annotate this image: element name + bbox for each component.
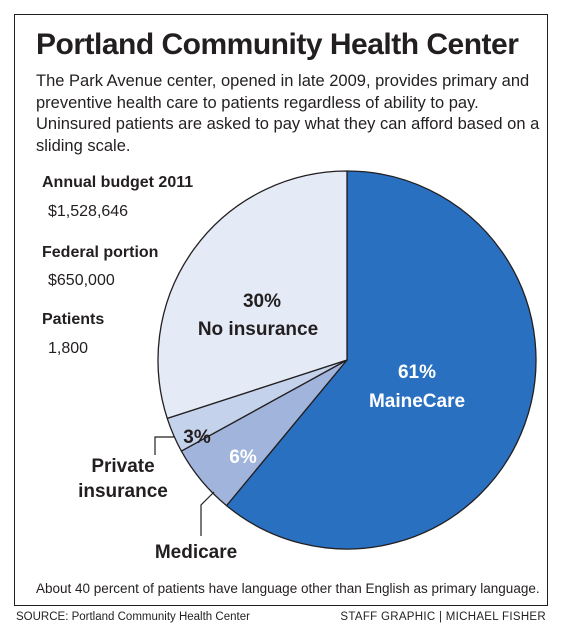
source-line: SOURCE: Portland Community Health Center	[16, 611, 250, 623]
slice-label-mainecare-pct: 61%	[398, 362, 436, 383]
stat-budget-label: Annual budget 2011	[42, 174, 194, 191]
pie-slice-no-insurance	[157, 170, 348, 420]
stat-federal-value: $650,000	[48, 272, 115, 289]
footnote: About 40 percent of patients have langua…	[36, 581, 540, 596]
graphic-frame	[14, 14, 548, 606]
leader-line-medicare	[200, 491, 215, 536]
intro-text: The Park Avenue center, opened in late 2…	[36, 72, 540, 155]
slice-label-noinsurance-name: No insurance	[198, 319, 318, 340]
slice-label-mainecare-name: MaineCare	[369, 391, 465, 412]
chart-title: Portland Community Health Center	[36, 28, 519, 61]
staff-credit: STAFF GRAPHIC | MICHAEL FISHER	[340, 611, 546, 623]
slice-label-medicare-pct: 6%	[229, 447, 257, 468]
slice-label-private-pct: 3%	[183, 427, 211, 448]
pie-slice-mainecare	[225, 170, 537, 550]
callout-private-line1: Private	[91, 456, 154, 477]
leader-line-private	[154, 436, 175, 455]
stat-federal-label: Federal portion	[42, 244, 159, 261]
callout-private-line2: insurance	[78, 481, 168, 502]
callout-medicare: Medicare	[155, 542, 237, 563]
stat-patients-label: Patients	[42, 311, 105, 328]
stat-budget-value: $1,528,646	[48, 203, 129, 220]
slice-label-noinsurance-pct: 30%	[243, 291, 281, 312]
stat-patients-value: 1,800	[48, 340, 89, 357]
